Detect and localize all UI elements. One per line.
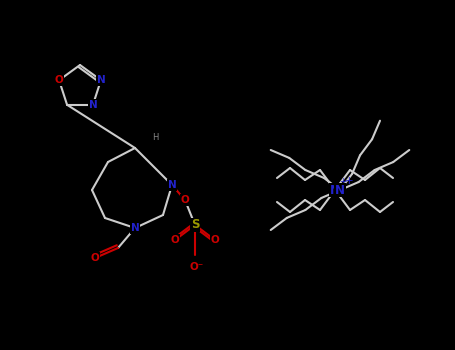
Text: H: H	[152, 133, 158, 142]
Text: O: O	[55, 75, 63, 85]
Text: O: O	[91, 253, 99, 263]
Text: +: +	[345, 176, 354, 186]
Text: N: N	[330, 183, 340, 196]
Text: N: N	[131, 223, 139, 233]
Text: O: O	[181, 195, 189, 205]
Text: S: S	[191, 218, 199, 231]
Text: O: O	[211, 235, 219, 245]
Text: O⁻: O⁻	[190, 262, 204, 272]
Text: O: O	[171, 235, 179, 245]
Text: +: +	[339, 177, 347, 187]
Text: N: N	[96, 75, 105, 85]
Text: N: N	[167, 180, 177, 190]
Text: N: N	[89, 100, 97, 110]
Text: N: N	[335, 183, 345, 196]
